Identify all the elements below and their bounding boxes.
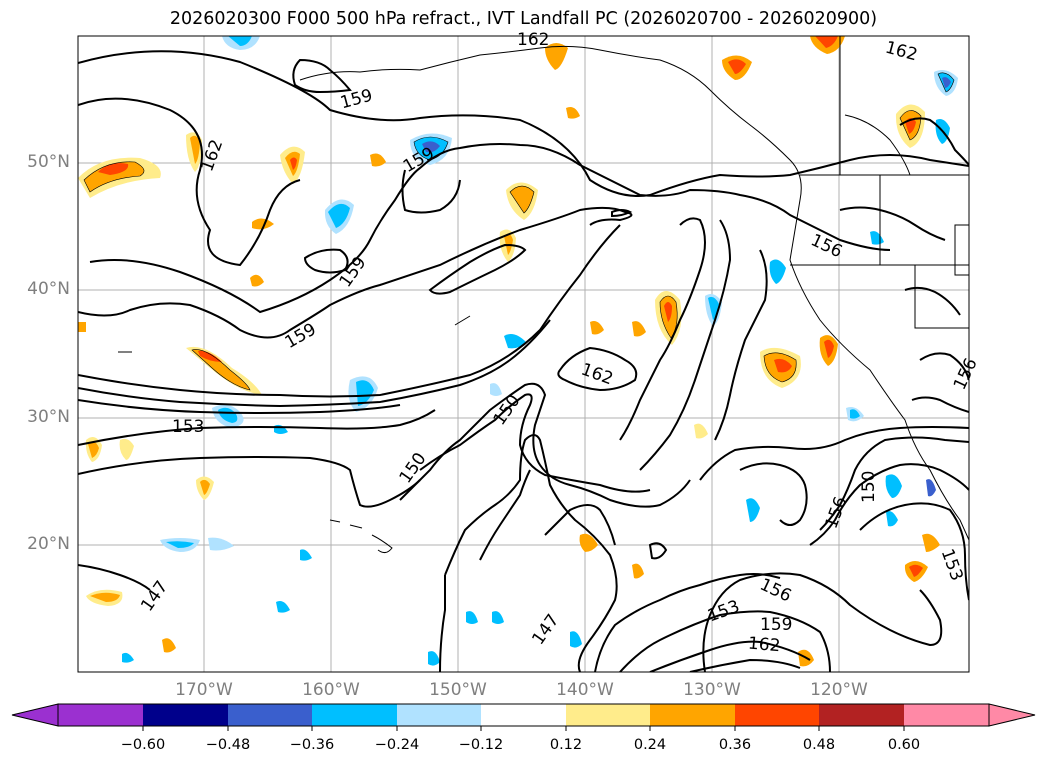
- colorbar-segment: [650, 704, 735, 726]
- map-border: [77, 35, 970, 673]
- coastlines: [118, 36, 969, 554]
- colorbar-tick-label: 0.12: [549, 737, 583, 753]
- lon-label-130w: 130°W: [683, 680, 741, 700]
- lat-label-30n: 30°N: [27, 407, 70, 427]
- lon-label-170w: 170°W: [175, 680, 233, 700]
- lat-label-20n: 20°N: [27, 534, 70, 554]
- colorbar-outline: [57, 703, 990, 727]
- colorbar-segment: [735, 704, 819, 726]
- colorbar-segment: [481, 704, 566, 726]
- contour-label: 153: [172, 417, 204, 437]
- contour-label: 159: [760, 615, 792, 635]
- contour-lines: [78, 50, 969, 672]
- colorbar-ticks: [142, 726, 905, 731]
- lat-label-40n: 40°N: [27, 279, 70, 299]
- colorbar-segment: [397, 704, 481, 726]
- lon-label-120w: 120°W: [810, 680, 868, 700]
- colorbar-tick-label: 0.36: [718, 737, 752, 753]
- negative-anomaly-patches: [122, 36, 958, 666]
- colorbar-segment: [566, 704, 650, 726]
- colorbar-tick-label: 0.48: [802, 737, 836, 753]
- colorbar-low-extend: [11, 703, 59, 727]
- contour-label: 162: [747, 634, 781, 657]
- colorbar-tick-label: −0.48: [205, 737, 251, 753]
- colorbar-tick-label: −0.36: [289, 737, 335, 753]
- lat-label-50n: 50°N: [27, 152, 70, 172]
- anomaly-outlines: [83, 72, 955, 391]
- colorbar-high-extend: [988, 703, 1036, 727]
- colorbar: [11, 703, 1036, 731]
- colorbar-tick-label: −0.24: [374, 737, 420, 753]
- colorbar-segment: [143, 704, 228, 726]
- contour-label: 150: [859, 471, 879, 503]
- lon-label-140w: 140°W: [556, 680, 614, 700]
- colorbar-segment: [58, 704, 143, 726]
- colorbar-segment: [904, 704, 989, 726]
- colorbar-segment: [819, 704, 904, 726]
- lon-label-150w: 150°W: [429, 680, 487, 700]
- colorbar-tick-label: 0.24: [633, 737, 667, 753]
- lon-label-160w: 160°W: [302, 680, 360, 700]
- colorbar-segment: [228, 704, 312, 726]
- graticule: [78, 36, 969, 672]
- colorbar-tick-label: 0.60: [887, 737, 921, 753]
- colorbar-segment: [312, 704, 397, 726]
- contour-label: 162: [517, 30, 549, 50]
- colorbar-tick-label: −0.60: [120, 737, 166, 753]
- map-title: 2026020300 F000 500 hPa refract., IVT La…: [169, 9, 878, 29]
- map-frame: [78, 36, 969, 672]
- colorbar-tick-label: −0.12: [458, 737, 504, 753]
